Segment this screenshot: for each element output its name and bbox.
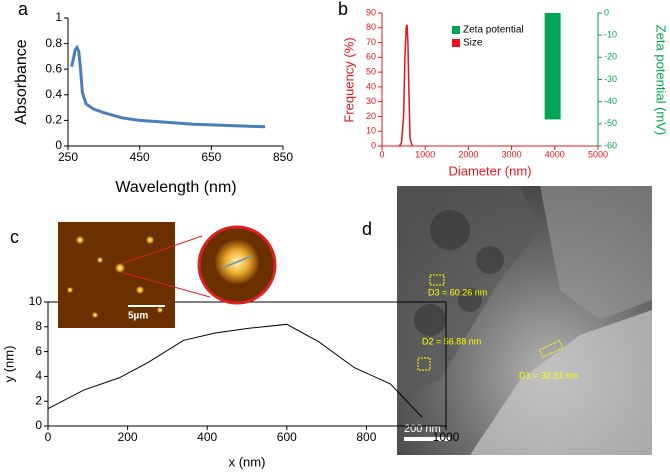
y2-axis-label: Zeta potential (mV) [654,25,669,136]
y-axis-label: y (nm) [1,346,16,383]
x-tick-label: 0 [379,149,384,159]
legend-label: Zeta potential [463,25,524,36]
annotation: D1 = 32.31 nm [519,370,578,380]
x-tick-label: 450 [130,150,150,164]
y2-tick-label: -50 [604,118,617,128]
data-line [398,24,413,147]
x-tick-label: 0 [45,430,52,444]
y-axis-label: Absorbance [13,39,30,124]
y-tick-label: 40 [366,81,376,91]
bar [544,13,561,120]
panel-label: c [10,227,19,247]
x-tick-label: 5000 [588,149,608,159]
x-tick-label: 1000 [415,149,435,159]
y-tick-label: 6 [35,344,42,358]
x-tick-label: 2000 [458,149,478,159]
legend-swatch [452,26,460,34]
y2-tick-label: -40 [604,96,617,106]
y-tick-label: 0 [35,418,42,432]
y2-tick-label: -60 [604,140,617,150]
y2-tick-label: -10 [604,30,617,40]
x-tick-label: 400 [197,430,217,444]
annotation: D3 = 60.26 nm [428,287,487,297]
annotation: D2 = 56.88 nm [422,336,481,346]
x-tick-label: 650 [201,150,221,164]
y-tick-label: 30 [366,96,376,106]
y-tick-label: 60 [366,52,376,62]
y-tick-label: 0 [55,138,62,152]
y-tick-label: 8 [35,319,42,333]
y-tick-label: 90 [366,7,376,17]
panel-label: b [338,0,348,19]
x-tick-label: 200 [118,430,138,444]
x-tick-label: 1000 [433,430,460,444]
sem-image [397,186,652,455]
y-tick-label: 10 [366,126,376,136]
x-tick-label: 600 [277,430,297,444]
x-tick-label: 3000 [502,149,522,159]
x-axis-label: Wavelength (nm) [115,179,236,196]
y2-tick-label: 0 [604,7,609,17]
y-tick-label: 1 [55,10,62,24]
y-tick-label: 0.2 [45,113,62,127]
y-tick-label: 2 [35,393,42,407]
y-axis-label: Frequency (%) [341,37,356,122]
x-tick-label: 850 [273,150,293,164]
x-tick-label: 800 [356,430,376,444]
y-tick-label: 50 [366,66,376,76]
panel-label: a [18,0,29,19]
legend-label: Size [463,38,483,49]
y-tick-label: 20 [366,111,376,121]
x-tick-label: 4000 [545,149,565,159]
data-line [70,44,266,129]
afm-inset [58,222,277,328]
y-tick-label: 10 [29,294,43,308]
y-tick-label: 0 [371,140,376,150]
legend-swatch [452,39,460,47]
y-tick-label: 80 [366,22,376,32]
panel-label: d [362,219,372,239]
y-tick-label: 4 [35,369,42,383]
y-tick-label: 0.4 [45,87,62,101]
y-tick-label: 0.6 [45,61,62,75]
y2-tick-label: -30 [604,74,617,84]
y-tick-label: 0.8 [45,36,62,50]
x-axis-label: Diameter (nm) [448,163,531,178]
y-tick-label: 70 [366,37,376,47]
y2-tick-label: -20 [604,52,617,62]
x-tick-label: 250 [58,150,78,164]
inset-scale-label: 5µm [128,311,148,322]
data-line [47,323,423,418]
x-axis-label: x (nm) [229,454,266,469]
